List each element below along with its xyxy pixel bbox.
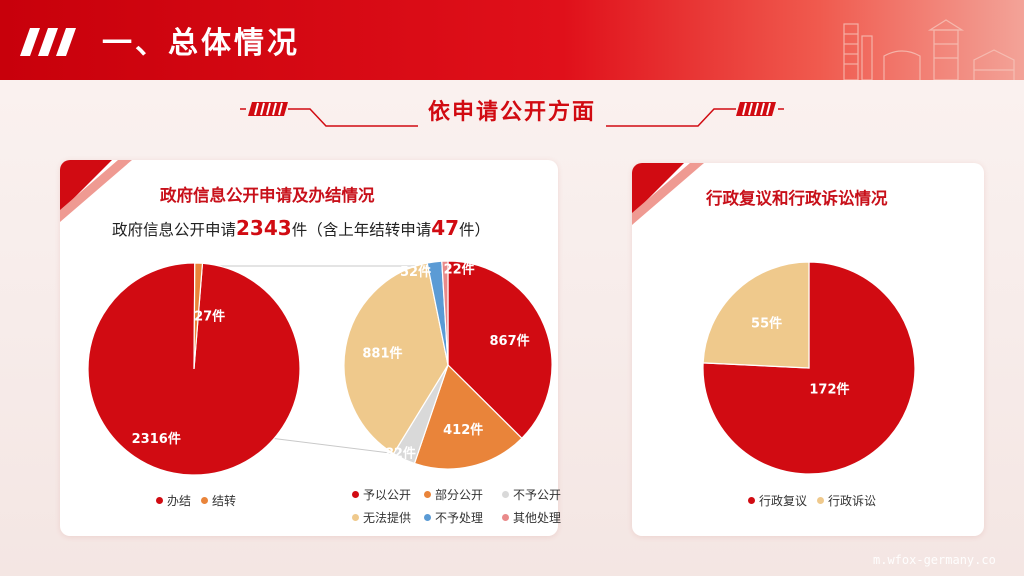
- detail-pie-legend: 予以公开 部分公开 不予公开无法提供 不予处理 其他处理: [352, 486, 562, 526]
- legend-dot-icon: [424, 514, 431, 521]
- slash-decoration-icon: [20, 28, 76, 56]
- legend-dot-icon: [817, 497, 825, 504]
- review-legend-item-1: 行政复议: [748, 492, 807, 509]
- city-skyline-icon: [843, 19, 1015, 80]
- review-pie-label-2: 55件: [751, 315, 782, 331]
- page-title: 一、总体情况: [102, 26, 300, 61]
- corner-ribbon-icon: [60, 160, 132, 222]
- connector-line-bottom: [269, 437, 399, 455]
- detail-legend-label-1: 予以公开: [363, 488, 412, 502]
- review-pie-slice-1: [702, 261, 916, 475]
- legend-dot-icon: [502, 491, 509, 498]
- applications-summary: 政府信息公开申请2343件（含上年结转申请47件）: [112, 216, 490, 240]
- detail-legend-label-6: 其他处理: [513, 511, 562, 525]
- review-litigation-card-title: 行政复议和行政诉讼情况: [706, 189, 888, 208]
- corner-ribbon-icon: [632, 163, 704, 225]
- detail-legend-item-3: 不予公开: [502, 486, 562, 503]
- main-legend-item-2: 结转: [201, 492, 236, 509]
- detail-legend-label-5: 不予处理: [435, 511, 484, 525]
- detail-pie-slice-4: [343, 262, 449, 455]
- main-pie-legend: 办结 结转: [156, 492, 236, 509]
- detail-legend-item-5: 不予处理: [424, 509, 500, 526]
- detail-legend-label-2: 部分公开: [435, 488, 484, 502]
- detail-pie-label-2: 412件: [443, 422, 483, 438]
- review-pie-label-1: 172件: [809, 381, 849, 397]
- detail-legend-item-2: 部分公开: [424, 486, 500, 503]
- detail-pie-slice-6: [441, 260, 449, 366]
- main-pie-label-1: 2316件: [132, 431, 181, 447]
- review-legend-label-2: 行政诉讼: [828, 494, 877, 508]
- legend-dot-icon: [424, 491, 431, 498]
- summary-total: 2343: [236, 216, 292, 240]
- legend-dot-icon: [352, 491, 359, 498]
- detail-legend-item-1: 予以公开: [352, 486, 422, 503]
- detail-pie-label-5: 52件: [400, 264, 431, 280]
- legend-dot-icon: [748, 497, 755, 504]
- summary-carryover: 47: [431, 216, 460, 240]
- summary-prefix: 政府信息公开申请: [112, 221, 237, 239]
- legend-dot-icon: [502, 514, 509, 521]
- section-title: 依申请公开方面: [427, 100, 596, 125]
- review-pie-slice-2: [702, 261, 810, 369]
- header-bar: 一、总体情况: [0, 0, 1024, 80]
- detail-legend-item-6: 其他处理: [502, 509, 562, 526]
- section-banner-decoration: [240, 102, 784, 127]
- applications-card-title: 政府信息公开申请及办结情况: [160, 186, 375, 205]
- review-legend-label-1: 行政复议: [759, 494, 808, 508]
- detail-pie-slice-1: [447, 260, 553, 440]
- legend-dot-icon: [201, 497, 209, 504]
- main-legend-label-2: 结转: [212, 494, 237, 508]
- detail-pie-label-4: 881件: [362, 345, 402, 361]
- legend-dot-icon: [156, 497, 163, 504]
- summary-unit-1: 件（含上年结转申请: [291, 221, 432, 239]
- main-pie-label-2: 27件: [194, 308, 225, 324]
- legend-dot-icon: [352, 514, 359, 521]
- main-pie-slice-2: [193, 262, 204, 370]
- review-pie-legend: 行政复议 行政诉讼: [748, 492, 876, 509]
- detail-legend-label-4: 无法提供: [363, 511, 412, 525]
- detail-pie-label-3: 82件: [385, 445, 416, 461]
- detail-pie-slice-2: [413, 363, 523, 470]
- main-legend-item-1: 办结: [156, 492, 191, 509]
- watermark-text: m.wfox-germany.co: [873, 553, 996, 567]
- summary-unit-2: 件）: [459, 221, 491, 239]
- detail-legend-label-3: 不予公开: [513, 488, 562, 502]
- review-legend-item-2: 行政诉讼: [817, 492, 876, 509]
- detail-legend-item-4: 无法提供: [352, 509, 422, 526]
- detail-pie-label-6: 22件: [444, 261, 475, 277]
- detail-pie-label-1: 867件: [490, 333, 530, 349]
- main-legend-label-1: 办结: [167, 494, 192, 508]
